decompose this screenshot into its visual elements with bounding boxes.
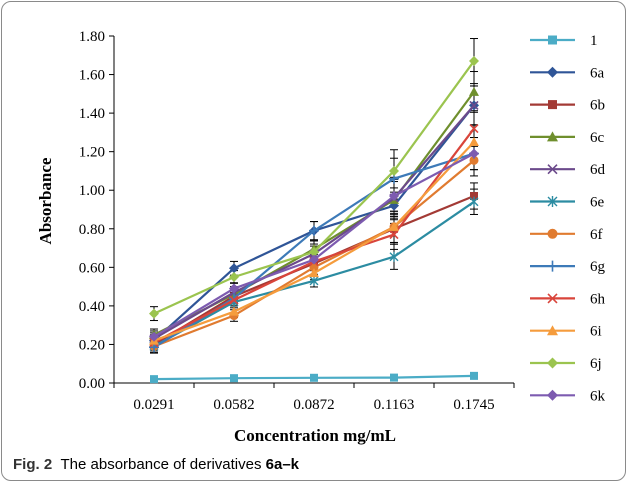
y-tick-label: 1.00 [79,183,105,199]
legend-label: 6i [590,324,602,340]
data-point-1 [150,375,158,384]
data-point-1 [230,374,238,383]
x-tick-label: 0.0582 [213,397,254,413]
data-point-6j [469,56,479,67]
legend-item-6k: 6k [530,388,606,404]
error-bars [150,38,478,354]
legend-marker [547,389,558,401]
data-point-6b [470,192,478,201]
legend-marker [547,293,558,304]
legend-item-6i: 6i [530,324,602,340]
legend-label: 1 [590,33,598,49]
data-point-6j [149,308,159,319]
chart-series [149,56,479,384]
legend-marker [547,164,558,175]
data-point-6h [389,229,399,240]
absorbance-chart: 0.00 0.20 0.40 0.60 0.80 1.00 1.20 1.40 1.60 1.80… [36,29,606,445]
legend-item-1: 1 [530,33,598,49]
caption-figure-label: Fig. 2 [13,456,53,473]
data-point-6g [309,225,319,236]
caption-text: The absorbance of derivatives [60,456,266,473]
y-tick-label: 0.20 [79,337,105,353]
legend-label: 6k [590,388,606,404]
data-point-6i [469,137,479,147]
legend-item-6h: 6h [530,291,606,307]
data-point-1 [390,373,398,382]
y-tick-label: 1.80 [79,29,105,45]
y-tick-label: 1.20 [79,145,105,161]
data-point-6h [229,295,239,305]
data-point-6j [229,271,239,282]
chart-axes: 0.00 0.20 0.40 0.60 0.80 1.00 1.20 1.40 1.60 1.80… [79,29,515,413]
data-point-6k [309,254,319,265]
legend-marker [547,131,558,142]
legend-marker [547,260,558,272]
legend-marker [547,66,558,78]
legend-marker [548,35,557,45]
caption-compounds: 6a–k [265,456,300,473]
legend-item-6e: 6e [530,195,605,211]
legend-label: 6f [590,227,603,243]
legend-marker [548,100,557,110]
x-tick-label: 0.0291 [133,397,174,413]
series-6k [149,148,479,342]
x-axis-title: Concentration mg/mL [234,426,396,445]
data-point-6c [469,86,479,96]
data-point-6j [389,165,399,176]
legend-marker [547,357,558,369]
data-point-6f [309,262,319,272]
x-tick-label: 0.0872 [293,397,334,413]
y-tick-label: 0.80 [79,222,105,238]
legend-label: 6h [590,291,606,307]
data-point-6h [469,123,479,134]
data-point-6j [309,246,319,257]
legend-label: 6a [590,65,605,81]
legend-marker [547,196,558,207]
legend-item-6a: 6a [530,65,605,81]
legend-label: 6j [590,356,602,372]
data-point-6f [469,155,479,165]
legend-marker [547,325,558,336]
data-point-6k [389,191,399,202]
y-tick-label: 1.40 [79,106,105,122]
series-6j [149,56,479,319]
data-point-6e [469,196,479,207]
legend-item-6j: 6j [530,356,602,372]
legend-label: 6b [590,98,605,114]
legend-label: 6g [590,259,606,275]
data-point-6d [469,100,479,110]
data-point-1 [470,371,478,380]
y-tick-label: 0.00 [79,376,105,392]
data-point-6e [389,251,399,262]
data-point-6i [309,268,319,278]
legend-label: 6c [590,130,605,146]
y-axis-title: Absorbance [36,157,55,244]
data-point-6k [229,283,239,294]
figure-caption: Fig. 2 The absorbance of derivatives 6a–… [13,456,613,473]
data-point-1 [310,373,318,382]
data-point-6k [149,331,159,342]
data-point-6e [309,275,319,286]
data-point-6k [469,148,479,159]
x-tick-label: 0.1163 [374,397,415,413]
data-point-6i [229,306,239,316]
legend-marker [547,228,558,239]
legend-item-6g: 6g [530,259,606,275]
legend-item-6f: 6f [530,227,603,243]
y-tick-label: 0.40 [79,299,105,315]
legend-item-6c: 6c [530,130,605,146]
legend-label: 6e [590,195,605,211]
chart-legend: 1 6a 6b 6c 6d 6e 6f 6g 6h 6i 6j 6k [530,33,606,404]
data-point-6a [229,263,239,274]
x-tick-label: 0.1745 [453,397,494,413]
series-1 [150,371,478,384]
legend-item-6d: 6d [530,162,606,178]
data-point-6i [389,221,399,231]
legend-item-6b: 6b [530,98,605,114]
y-tick-label: 1.60 [79,68,105,84]
legend-label: 6d [590,162,606,178]
y-tick-label: 0.60 [79,260,105,276]
